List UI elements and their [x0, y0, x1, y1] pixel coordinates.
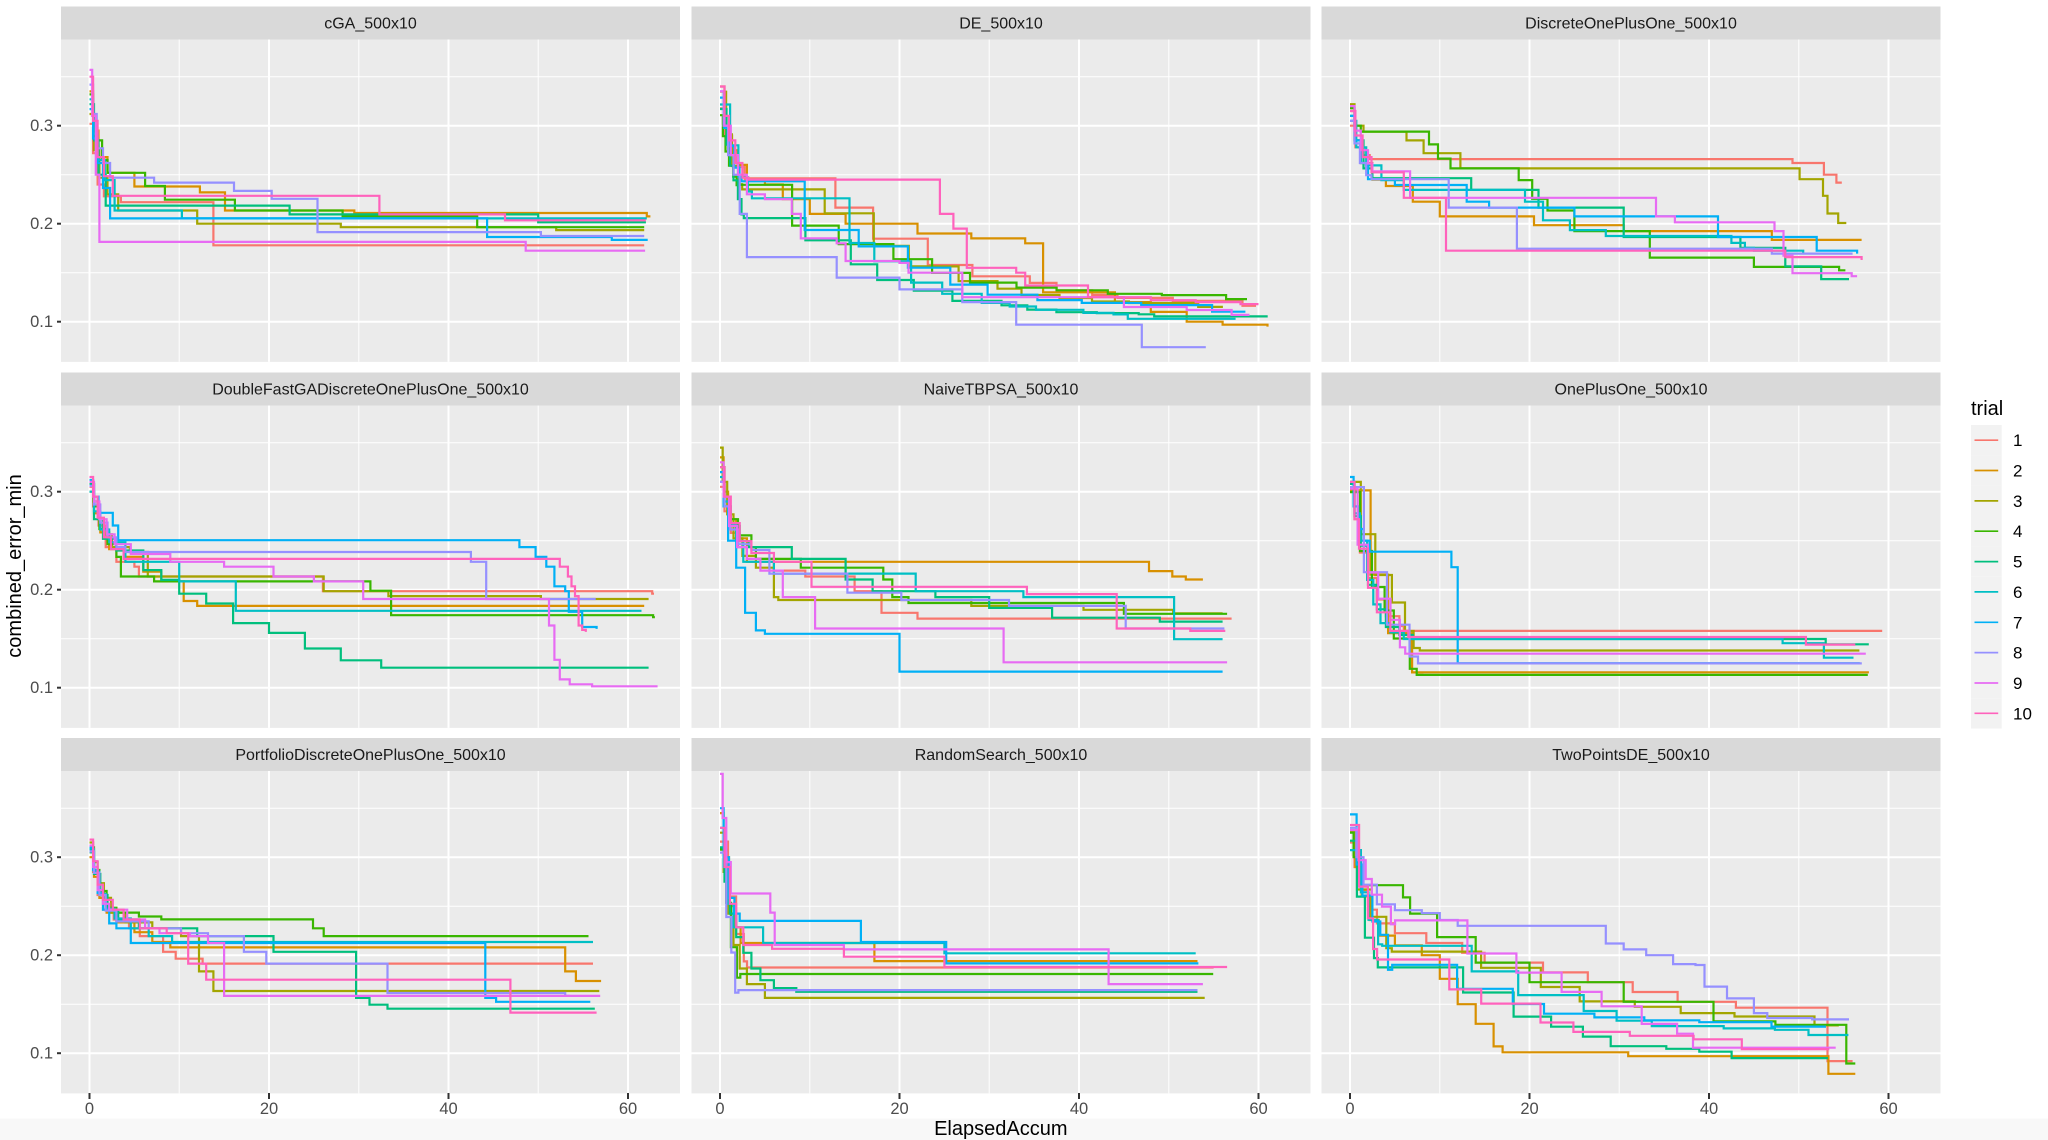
svg-text:40: 40 [1700, 1100, 1718, 1118]
svg-text:0.1: 0.1 [30, 679, 53, 697]
svg-text:3: 3 [2013, 492, 2022, 511]
svg-text:40: 40 [439, 1100, 457, 1118]
svg-text:60: 60 [1249, 1100, 1267, 1118]
svg-text:trial: trial [1971, 398, 2003, 420]
svg-text:DiscreteOnePlusOne_500x10: DiscreteOnePlusOne_500x10 [1525, 16, 1737, 33]
svg-text:0: 0 [715, 1100, 724, 1118]
svg-text:0.2: 0.2 [30, 215, 53, 233]
svg-text:20: 20 [890, 1100, 908, 1118]
svg-text:1: 1 [2013, 431, 2022, 450]
svg-text:DE_500x10: DE_500x10 [959, 16, 1043, 33]
svg-text:8: 8 [2013, 644, 2022, 663]
svg-text:NaiveTBPSA_500x10: NaiveTBPSA_500x10 [924, 382, 1079, 399]
svg-text:DoubleFastGADiscreteOnePlusOne: DoubleFastGADiscreteOnePlusOne_500x10 [212, 382, 529, 399]
svg-text:combined_error_min: combined_error_min [4, 474, 26, 657]
svg-text:0.1: 0.1 [30, 1045, 53, 1063]
svg-text:60: 60 [619, 1100, 637, 1118]
svg-text:cGA_500x10: cGA_500x10 [324, 16, 417, 33]
svg-text:7: 7 [2013, 613, 2022, 632]
svg-text:9: 9 [2013, 674, 2022, 693]
svg-text:20: 20 [260, 1100, 278, 1118]
svg-text:6: 6 [2013, 583, 2022, 602]
svg-text:ElapsedAccum: ElapsedAccum [934, 1118, 1067, 1140]
svg-text:0.3: 0.3 [30, 117, 53, 135]
svg-text:0.3: 0.3 [30, 849, 53, 867]
svg-text:0: 0 [85, 1100, 94, 1118]
svg-text:0.2: 0.2 [30, 581, 53, 599]
svg-text:4: 4 [2013, 522, 2022, 541]
svg-text:0.3: 0.3 [30, 483, 53, 501]
svg-text:RandomSearch_500x10: RandomSearch_500x10 [915, 747, 1088, 764]
svg-text:0.1: 0.1 [30, 313, 53, 331]
svg-text:0.2: 0.2 [30, 947, 53, 965]
svg-text:0: 0 [1345, 1100, 1354, 1118]
svg-text:TwoPointsDE_500x10: TwoPointsDE_500x10 [1552, 747, 1710, 764]
svg-text:2: 2 [2013, 462, 2022, 481]
svg-text:OnePlusOne_500x10: OnePlusOne_500x10 [1555, 382, 1708, 399]
svg-text:40: 40 [1070, 1100, 1088, 1118]
svg-text:20: 20 [1520, 1100, 1538, 1118]
svg-text:10: 10 [2013, 704, 2032, 723]
svg-text:PortfolioDiscreteOnePlusOne_50: PortfolioDiscreteOnePlusOne_500x10 [235, 747, 505, 764]
svg-text:5: 5 [2013, 553, 2022, 572]
svg-text:60: 60 [1879, 1100, 1897, 1118]
